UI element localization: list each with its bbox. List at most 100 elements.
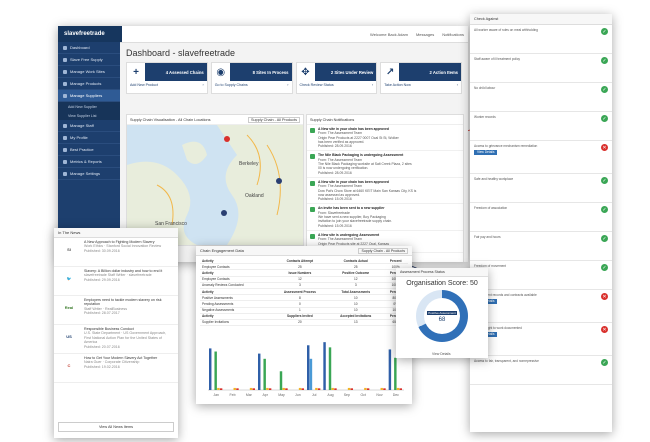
table-cell: Assessment Process — [271, 288, 329, 296]
news-date: Published: 19.02.2016 — [84, 364, 120, 369]
checklist-label: Access to fair, transparent, and nonrepr… — [474, 359, 539, 363]
score-header: Assessment Process Status — [400, 270, 445, 274]
view-details-button[interactable]: View Details — [474, 150, 498, 155]
table-header-row: Activity Assessment Process Total Assessme… — [200, 288, 408, 296]
sidebar-item-label: Manage Settings — [70, 171, 101, 176]
news-headline[interactable]: Employers need to tackle modern slavery … — [84, 298, 162, 307]
engagement-bar-chart: Jan Feb Mar Apr May Jun Jul Aug Sep Oct Nov Dec — [208, 342, 404, 397]
card-value: 8 Sites In Process — [252, 69, 289, 75]
arrow-right-icon: › — [287, 83, 289, 87]
map-product-select[interactable]: Supply Chain - All Products — [247, 116, 300, 123]
table-cell: 10% — [383, 307, 408, 314]
table-cell: 0 — [271, 300, 329, 308]
checklist-label: All worker aware of rules on meal withho… — [474, 28, 538, 32]
table-cell: Negative Assessments — [200, 307, 272, 314]
x-tick-label: Jul — [312, 393, 317, 397]
sidebar-subitem[interactable]: Add New Supplier — [58, 102, 120, 111]
bar — [266, 387, 269, 390]
menu-icon — [63, 45, 67, 50]
view-all-news-button[interactable]: View All News Items — [58, 422, 174, 432]
sidebar-item[interactable]: Manage Products — [58, 78, 120, 90]
table-row: Positive Assessments81080% — [200, 294, 408, 302]
news-logo: US — [66, 333, 72, 339]
notification-item[interactable]: An invite has been sent to a new supplie… — [307, 204, 463, 231]
score-view-details[interactable]: View Details — [432, 352, 451, 356]
card-icon: ✥ — [296, 63, 315, 81]
bar — [282, 387, 285, 390]
map[interactable]: San Francisco Oakland Berkeley — [127, 125, 303, 245]
bar — [249, 387, 253, 390]
notification-item[interactable]: The Nile Black Packaging is undergoing A… — [307, 151, 463, 178]
card-footer-link[interactable]: Check Review Status › — [297, 81, 377, 89]
table-cell: Positive Outcome — [328, 269, 384, 277]
score-window: Assessment Process Status Organisation S… — [396, 268, 488, 358]
checklist-label: No child labour — [474, 86, 496, 90]
x-tick-label: Oct — [360, 393, 365, 397]
map-label-oakland: Oakland — [245, 193, 264, 199]
bar — [394, 357, 397, 390]
sidebar-item[interactable]: My Profile — [58, 132, 120, 144]
bar — [323, 342, 326, 390]
checklist-label: Freedom of association — [474, 206, 508, 210]
notification-item[interactable]: A New site in your chain has been approv… — [307, 125, 463, 152]
menu-icon — [63, 147, 67, 152]
sidebar-item[interactable]: Dashboard — [58, 42, 120, 54]
news-headline[interactable]: Slavery: A Billion dollar industry and h… — [84, 269, 163, 273]
table-cell: Accepted Invitations — [328, 313, 384, 320]
table-cell: 10 — [328, 294, 384, 302]
sidebar-item-label: Manage Products — [70, 81, 102, 86]
news-item[interactable]: Real Employers need to tackle modern slav… — [54, 296, 178, 325]
x-tick-label: Nov — [376, 393, 382, 397]
card-value: 4 Assessed Chains — [165, 69, 204, 75]
news-item[interactable]: US Responsible Business Conduct U.S. State… — [54, 325, 178, 354]
notification-text: The Nile Black Packaging is undergoing A… — [318, 153, 412, 174]
checklist-text: Fair pay and hours — [474, 235, 597, 257]
engagement-product-select[interactable]: Supply Chain - All Products — [358, 247, 408, 254]
sidebar-item[interactable]: Manage Work Sites — [58, 66, 120, 78]
sidebar-item-label: Best Practice — [70, 147, 94, 152]
bar — [396, 387, 400, 390]
checklist-text: Safe and healthy workplace — [474, 177, 597, 199]
sidebar-item[interactable]: Slave Free Supply — [58, 54, 120, 66]
sidebar-item[interactable]: Manage Settings — [58, 168, 120, 180]
table-cell: Supplier Invitations — [200, 319, 272, 327]
sidebar-item[interactable]: Manage Suppliers — [58, 90, 120, 102]
menu-icon — [63, 171, 67, 176]
sidebar-item[interactable]: Best Practice — [58, 144, 120, 156]
checklist-row: Access to grievance mechanism remediatio… — [470, 141, 612, 174]
messages-link[interactable]: Messages — [415, 31, 435, 37]
news-date: Published: 30.09.2016 — [84, 248, 120, 253]
checkmark-icon: ✓ — [601, 86, 608, 93]
table-cell: 100% — [383, 282, 408, 289]
card-footer-link[interactable]: Take Action Now › — [381, 81, 461, 89]
news-headline[interactable]: A New Approach to Fighting Modern Slaver… — [84, 240, 155, 244]
bar — [399, 388, 403, 390]
checkmark-icon: ✓ — [601, 57, 608, 64]
news-headline[interactable]: Responsible Business Conduct — [84, 327, 134, 331]
notification-text: A New site in your chain has been approv… — [318, 127, 399, 148]
engagement-table: Activity Contacts Attempt Contacts Actual P… — [200, 258, 408, 327]
sidebar-item[interactable]: Metrics & Reports — [58, 156, 120, 168]
bar — [364, 387, 367, 390]
bar — [252, 388, 256, 390]
table-cell: 25 — [328, 263, 384, 271]
bar — [285, 388, 288, 390]
sidebar-item[interactable]: Manage Staff — [58, 120, 120, 132]
card-head: +4 Assessed Chains — [127, 63, 207, 81]
news-item[interactable]: C How to Get Your Modern Slavery Act Toge… — [54, 354, 178, 383]
bar — [233, 387, 236, 390]
sidebar-subitem[interactable]: View Supplier List — [58, 111, 120, 120]
news-item[interactable]: 🐦 Slavery: A Billion dollar industry and … — [54, 267, 178, 296]
card-footer-link[interactable]: Go to Supply Chains › — [212, 81, 292, 89]
card-footer-link[interactable]: Add New Product › — [127, 81, 207, 89]
brand-logo[interactable]: slavefreetrade — [58, 26, 122, 42]
news-logo: C — [67, 362, 71, 368]
notification-item[interactable]: A New site in your chain has been approv… — [307, 178, 463, 205]
menu-icon — [63, 57, 67, 62]
table-cell: 1 — [271, 307, 329, 314]
news-headline[interactable]: How to Get Your Modern Slavery Act Toget… — [84, 356, 158, 360]
arrow-right-icon: › — [202, 83, 204, 87]
news-item[interactable]: SI A New Approach to Fighting Modern Slav… — [54, 238, 178, 267]
bar — [258, 353, 261, 390]
notifications-link[interactable]: Notifications — [442, 31, 464, 37]
